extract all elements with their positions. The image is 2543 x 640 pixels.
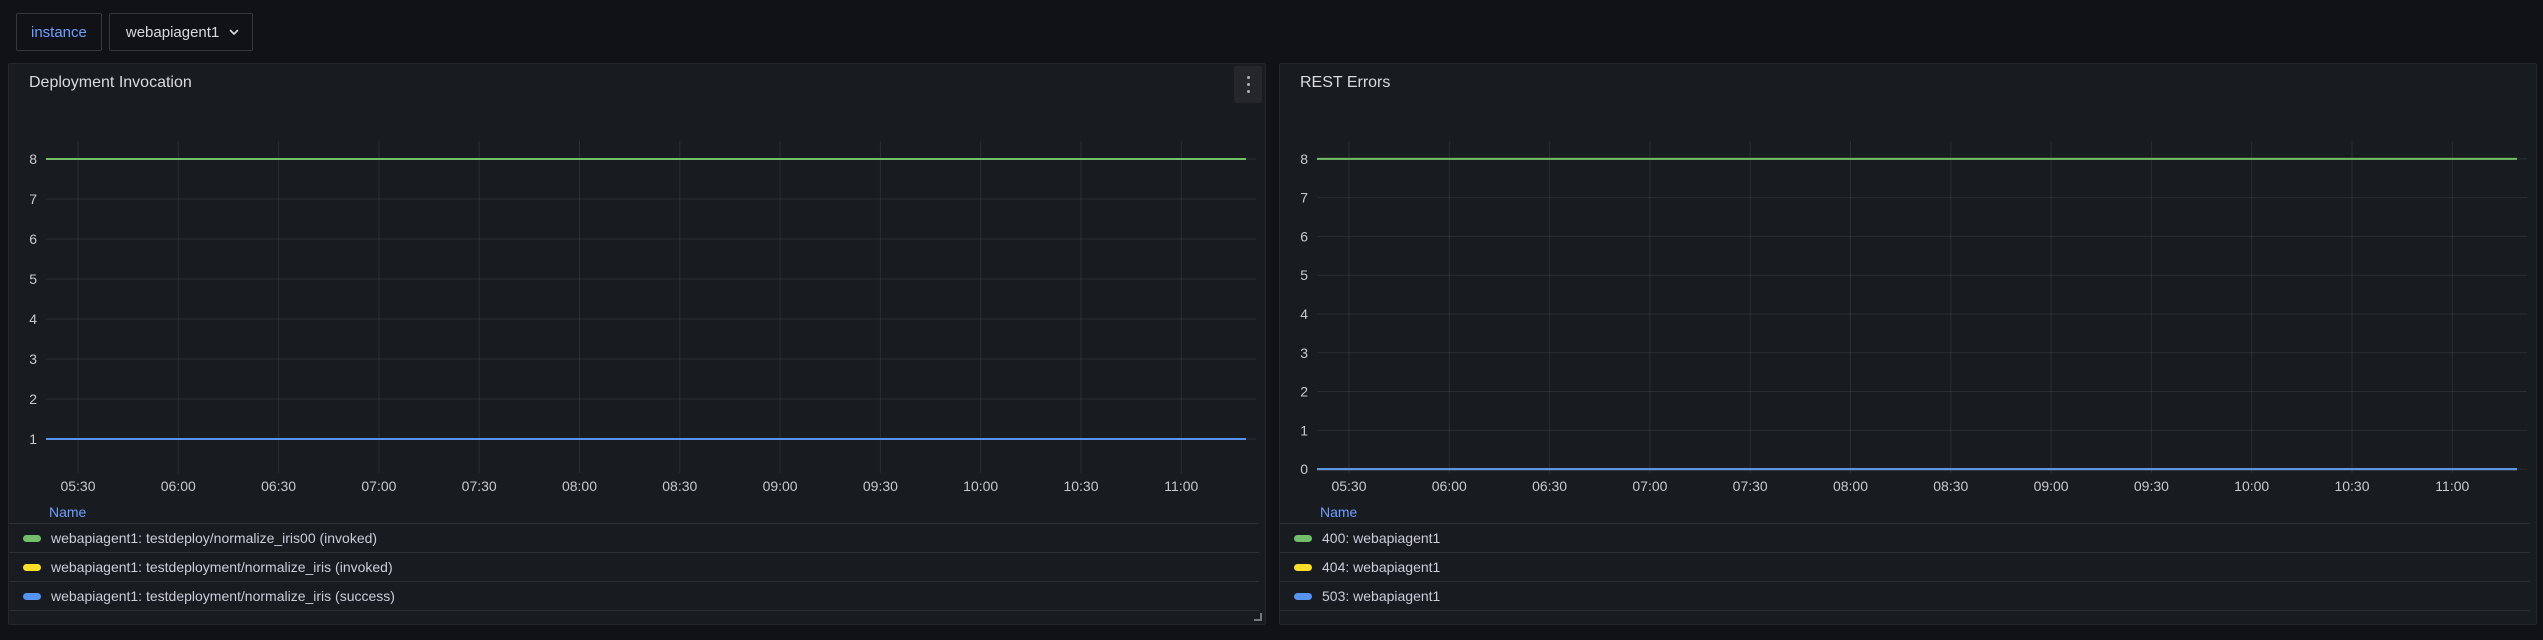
- svg-text:05:30: 05:30: [1331, 478, 1366, 494]
- series-color-pill: [1294, 534, 1312, 542]
- legend-item[interactable]: 404: webapiagent1: [1280, 553, 2530, 582]
- series-color-pill: [23, 534, 41, 542]
- panel-title: REST Errors: [1300, 74, 1391, 91]
- svg-text:3: 3: [29, 351, 37, 367]
- panel-header[interactable]: Deployment Invocation: [9, 64, 1265, 102]
- svg-text:4: 4: [1300, 306, 1308, 322]
- panel-menu-kebab-icon[interactable]: [1234, 66, 1262, 103]
- series-color-pill: [23, 563, 41, 571]
- svg-text:8: 8: [29, 151, 37, 167]
- series-name: 404: webapiagent1: [1322, 559, 1441, 575]
- svg-text:07:00: 07:00: [361, 478, 396, 494]
- panel-resize-handle[interactable]: [1254, 613, 1262, 621]
- svg-text:06:00: 06:00: [1432, 478, 1467, 494]
- panel-title: Deployment Invocation: [29, 74, 192, 91]
- svg-text:2: 2: [1300, 384, 1308, 400]
- variable-label-instance: instance: [16, 13, 102, 51]
- svg-text:6: 6: [29, 231, 37, 247]
- svg-text:08:00: 08:00: [1833, 478, 1868, 494]
- svg-text:3: 3: [1300, 345, 1308, 361]
- svg-text:0: 0: [1300, 461, 1308, 477]
- svg-text:2: 2: [29, 391, 37, 407]
- svg-text:7: 7: [1300, 190, 1308, 206]
- svg-text:09:30: 09:30: [863, 478, 898, 494]
- svg-text:08:00: 08:00: [562, 478, 597, 494]
- legend-table: Name webapiagent1: testdeploy/normalize_…: [9, 504, 1259, 611]
- svg-text:08:30: 08:30: [662, 478, 697, 494]
- svg-text:09:00: 09:00: [763, 478, 798, 494]
- svg-text:11:00: 11:00: [2435, 478, 2469, 494]
- chevron-down-icon: [228, 26, 240, 38]
- svg-text:8: 8: [1300, 151, 1308, 167]
- panel-rest-errors: REST Errors 0 1 2 3 4 5 6 7 8 05:30 06:00 06:30 07:0…: [1279, 63, 2537, 625]
- series-name: webapiagent1: testdeploy/normalize_iris0…: [51, 530, 378, 546]
- svg-text:6: 6: [1300, 228, 1308, 244]
- variable-value-text: webapiagent1: [125, 23, 220, 41]
- variable-value-dropdown[interactable]: webapiagent1: [108, 13, 254, 51]
- svg-text:4: 4: [29, 311, 37, 327]
- legend-item[interactable]: webapiagent1: testdeploy/normalize_iris0…: [9, 524, 1259, 553]
- svg-text:10:00: 10:00: [963, 478, 998, 494]
- series-color-pill: [23, 592, 41, 600]
- time-series-chart[interactable]: 0 1 2 3 4 5 6 7 8 05:30 06:00 06:30 07:00 07:30 08:00 0…: [1280, 134, 2538, 494]
- svg-text:1: 1: [1300, 422, 1308, 438]
- legend-item[interactable]: webapiagent1: testdeployment/normalize_i…: [9, 582, 1259, 611]
- svg-text:07:00: 07:00: [1632, 478, 1667, 494]
- legend-item[interactable]: 400: webapiagent1: [1280, 524, 2530, 553]
- svg-text:5: 5: [1300, 267, 1308, 283]
- legend-item[interactable]: 503: webapiagent1: [1280, 582, 2530, 611]
- panel-header[interactable]: REST Errors: [1280, 64, 2536, 102]
- series-color-pill: [1294, 563, 1312, 571]
- svg-text:06:30: 06:30: [261, 478, 296, 494]
- svg-text:08:30: 08:30: [1933, 478, 1968, 494]
- legend-header-name[interactable]: Name: [9, 504, 1259, 524]
- svg-text:1: 1: [29, 431, 37, 447]
- svg-text:10:30: 10:30: [1063, 478, 1098, 494]
- series-name: 503: webapiagent1: [1322, 588, 1441, 604]
- svg-text:7: 7: [29, 191, 37, 207]
- series-name: webapiagent1: testdeployment/normalize_i…: [51, 588, 395, 604]
- panel-deployment-invocation: Deployment Invocation 1 2 3 4 5 6 7 8 05:30 06:00…: [8, 63, 1266, 625]
- legend-table: Name 400: webapiagent1 404: webapiagent1…: [1280, 504, 2530, 611]
- svg-text:09:00: 09:00: [2034, 478, 2069, 494]
- legend-header-name[interactable]: Name: [1280, 504, 2530, 524]
- svg-text:07:30: 07:30: [462, 478, 497, 494]
- svg-text:10:00: 10:00: [2234, 478, 2269, 494]
- time-series-chart[interactable]: 1 2 3 4 5 6 7 8 05:30 06:00 06:30 07:00 07:30 08:00 08…: [9, 134, 1267, 494]
- svg-text:09:30: 09:30: [2134, 478, 2169, 494]
- series-name: 400: webapiagent1: [1322, 530, 1441, 546]
- legend-item[interactable]: webapiagent1: testdeployment/normalize_i…: [9, 553, 1259, 582]
- svg-text:05:30: 05:30: [60, 478, 95, 494]
- svg-text:06:30: 06:30: [1532, 478, 1567, 494]
- svg-text:06:00: 06:00: [161, 478, 196, 494]
- svg-text:10:30: 10:30: [2334, 478, 2369, 494]
- series-name: webapiagent1: testdeployment/normalize_i…: [51, 559, 393, 575]
- svg-text:5: 5: [29, 271, 37, 287]
- svg-text:11:00: 11:00: [1164, 478, 1198, 494]
- variables-toolbar: instance webapiagent1: [16, 13, 254, 51]
- svg-text:07:30: 07:30: [1733, 478, 1768, 494]
- series-color-pill: [1294, 592, 1312, 600]
